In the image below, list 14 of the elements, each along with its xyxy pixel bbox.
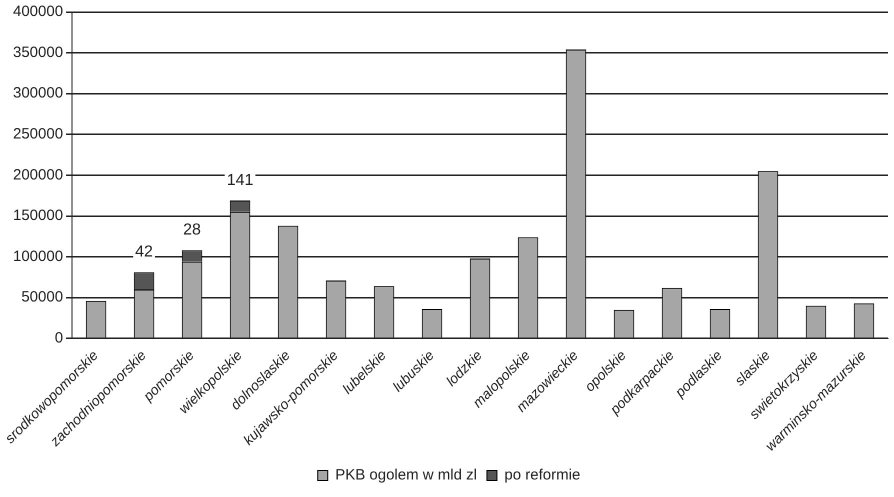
y-tick-label: 250000 [12,126,64,143]
legend-label: PKB ogolem w mld zl [335,466,477,484]
y-tick-label: 300000 [12,84,64,102]
y-tick-label: 350000 [12,44,64,61]
y-tick-label: 100000 [12,248,64,265]
legend-label: po reformie [504,466,580,484]
y-tick-label: 0 [54,330,64,347]
y-tick-label: 50000 [21,288,64,306]
y-tick-label: 150000 [12,207,64,224]
annotation: 42 [135,244,154,261]
y-tick-label: 200000 [12,166,64,184]
annotation: 141 [226,172,254,189]
annotation: 28 [183,222,202,239]
y-tick-label: 400000 [12,3,64,20]
